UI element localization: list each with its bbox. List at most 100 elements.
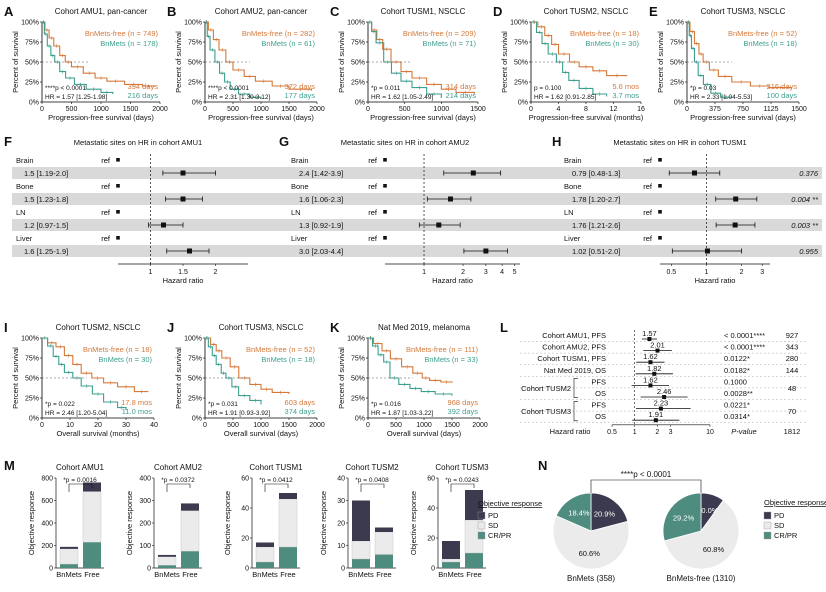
- hr-value: 2.46: [657, 387, 672, 396]
- pie-slice-sd: [663, 499, 740, 570]
- y-tick-label: 50%: [188, 376, 202, 383]
- hr-marker: [658, 406, 663, 411]
- hr-marker: [161, 222, 166, 228]
- km-panel-i: Cohort TUSM2, NSCLC 0% 25% 50% 75% 100% 0 10 20 3…: [11, 323, 158, 438]
- y-tick-label: 20: [427, 536, 435, 543]
- p-value: 0.0314*: [724, 412, 750, 421]
- bar-title: Cohort TUSM3: [435, 463, 489, 472]
- bar-segment-pd: [352, 500, 370, 541]
- x-tick-label: 2: [461, 269, 465, 276]
- x-tick-label: 0.5: [607, 429, 617, 436]
- hr-marker: [648, 360, 653, 365]
- p-value: 0.0028**: [724, 389, 753, 398]
- hr-marker: [187, 248, 192, 254]
- hazard-ratio: HR = 1.87 [1.03-3.22]: [371, 410, 434, 417]
- y-tick-label: 50%: [670, 60, 684, 67]
- y-tick-label: 0%: [192, 100, 202, 107]
- km-curve-bnmets: [205, 21, 262, 99]
- y-tick-label: 0%: [29, 416, 39, 423]
- pie-chart-2: 10.0% 60.8% 29.2% BnMets-free (1310): [662, 492, 740, 583]
- p-header: P-value: [731, 427, 756, 436]
- study-label: Nat Med 2019, OS: [544, 366, 606, 375]
- y-axis-label: Percent of survival: [500, 31, 509, 93]
- y-tick-label: 100%: [666, 20, 684, 27]
- km-curve-bnmets: [42, 21, 114, 94]
- hr-label: 1.3 [0.92-1.9]: [299, 221, 343, 230]
- pie-slice-cr: [555, 492, 592, 532]
- km-title: Cohort TUSM2, NSCLC: [544, 7, 629, 16]
- study-label: Cohort AMU2, PFS: [542, 343, 606, 352]
- n-value: 927: [786, 331, 799, 340]
- x-axis-label: Progression-free survival (days): [370, 113, 476, 122]
- y-tick-label: 50%: [188, 60, 202, 67]
- y-tick-label: 400: [41, 521, 53, 528]
- legend-bnmets: BnMets (n = 18): [743, 39, 797, 48]
- pie-slice-pd: [590, 492, 629, 532]
- legend-label: CR/PR: [488, 531, 512, 540]
- x-tick-label: 500: [390, 422, 402, 429]
- x-tick-label: 500: [227, 422, 239, 429]
- bar-panel-5: Cohort TUSM3 0 20 40 60 Objective response BnM…: [409, 463, 489, 579]
- x-tick-label: 0: [366, 106, 370, 113]
- x-tick-label: 500: [227, 106, 239, 113]
- x-tick-label: 2000: [472, 422, 488, 429]
- x-tick-label: 1.5: [178, 269, 188, 276]
- legend-bnmets: BnMets (n = 61): [261, 39, 315, 48]
- p-value: *p = 0.03: [690, 85, 717, 92]
- category-label: Free: [280, 570, 295, 579]
- x-tick-label: 1125: [763, 106, 778, 113]
- y-tick-label: 50%: [25, 376, 39, 383]
- bar-segment-cr: [83, 542, 101, 568]
- p-value: 0.003 **: [791, 221, 819, 230]
- bar-segment-pd: [442, 541, 460, 559]
- x-tick-label: 0: [40, 422, 44, 429]
- slice-label: 60.8%: [703, 545, 725, 554]
- x-tick-label: 3: [669, 429, 673, 436]
- y-tick-label: 25%: [351, 80, 365, 87]
- ref-marker: [116, 158, 120, 162]
- x-tick-label: 750: [737, 106, 749, 113]
- ref-label: ref: [368, 156, 378, 165]
- y-tick-label: 75%: [25, 356, 39, 363]
- ref-label: ref: [643, 156, 653, 165]
- km-title: Nat Med 2019, melanoma: [378, 323, 471, 332]
- ref-marker: [116, 236, 120, 240]
- hazard-ratio: HR = 2.31 [1.30-3.12]: [208, 94, 271, 101]
- x-tick-label: 1: [149, 269, 153, 276]
- ref-marker: [116, 184, 120, 188]
- legend-bnmets: BnMets (n = 30): [98, 355, 152, 364]
- y-tick-label: 25%: [351, 396, 365, 403]
- bar-panel-2: Cohort AMU2 0 100 200 300 400 Objective respon…: [125, 463, 203, 579]
- hazard-ratio: HR = 2.46 [1.20-5.04]: [45, 410, 108, 417]
- x-tick-label: 1000: [434, 106, 450, 113]
- hr-marker: [483, 248, 489, 254]
- hr-marker: [662, 395, 667, 399]
- bar-segment-sd: [255, 546, 275, 563]
- y-tick-label: 30: [337, 498, 345, 505]
- p-value: 0.1000: [724, 377, 747, 386]
- summary-forest: Cohort AMU1, PFS 1.57 < 0.0001**** 927 Cohor…: [520, 329, 806, 436]
- bar-segment-pd: [181, 503, 199, 511]
- sig-bracket: [264, 483, 289, 492]
- panel-letter: J: [167, 320, 174, 335]
- site-label: Brain: [16, 156, 34, 165]
- p-value: 0.004 **: [791, 195, 819, 204]
- y-tick-label: 200: [41, 543, 53, 550]
- hr-marker: [647, 337, 652, 341]
- p-value: *p = 0.0243: [445, 477, 479, 484]
- y-tick-label: 75%: [188, 40, 202, 47]
- x-tick-label: 1000: [416, 422, 432, 429]
- bar-segment-cr: [279, 547, 297, 568]
- site-label: Bone: [291, 182, 309, 191]
- x-tick-label: 1: [422, 269, 426, 276]
- legend-label: SD: [774, 521, 785, 530]
- legend-bnmets: BnMets (n = 71): [422, 39, 476, 48]
- site-label: LN: [16, 208, 26, 217]
- category-label: BnMets: [438, 570, 464, 579]
- forest-title: Metastatic sites on HR in cohort TUSM1: [613, 138, 746, 147]
- x-tick-label: 0: [203, 106, 207, 113]
- x-tick-label: 5: [513, 269, 517, 276]
- x-tick-label: 2000: [309, 422, 325, 429]
- y-tick-label: 75%: [351, 356, 365, 363]
- hr-marker: [470, 170, 476, 176]
